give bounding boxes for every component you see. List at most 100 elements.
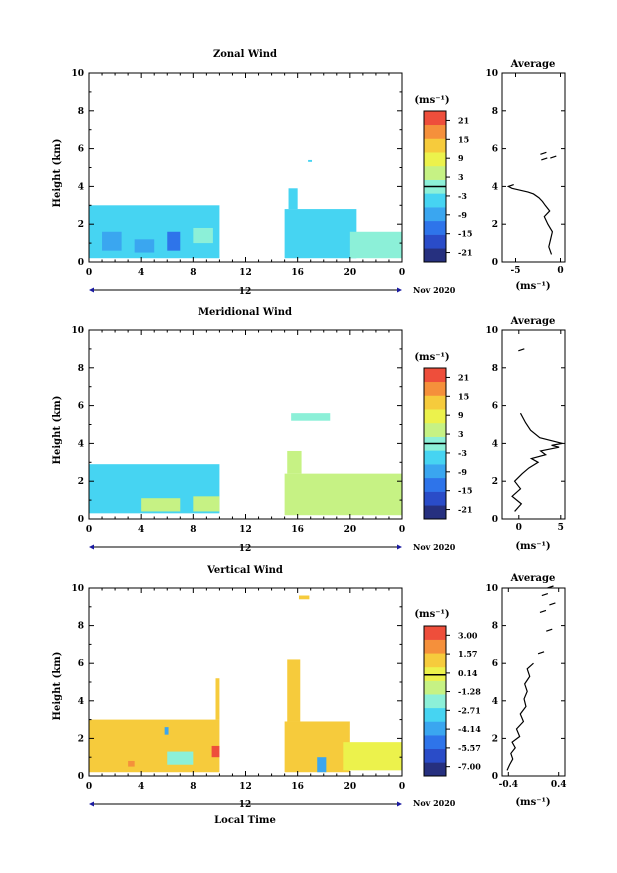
panel-title: Zonal Wind — [213, 49, 277, 60]
x-tick-label: 0 — [399, 782, 405, 792]
y-axis-label: Height (km) — [52, 652, 63, 721]
colorbar-segment — [424, 422, 446, 437]
x-tick-label: 0 — [86, 525, 92, 535]
y-tick-label: 10 — [71, 69, 84, 79]
y-tick-label: 4 — [78, 439, 84, 449]
profile-segment — [541, 157, 548, 161]
x-tick-label: 8 — [190, 782, 196, 792]
colorbar-segment — [424, 735, 446, 750]
colorbar-tick-label: 21 — [458, 115, 469, 125]
colorbar-segment — [424, 721, 446, 736]
profile-y-tick-label: 8 — [492, 622, 498, 632]
colorbar-segment — [424, 368, 446, 383]
data-cell — [141, 498, 181, 512]
profile-y-tick-label: 2 — [492, 220, 498, 230]
y-tick-label: 6 — [78, 402, 84, 412]
colorbar-unit-label: (ms⁻¹) — [414, 352, 449, 363]
profile-y-tick-label: 0 — [492, 772, 498, 782]
colorbar-segment — [424, 165, 446, 180]
data-cell — [128, 760, 135, 767]
profile-line — [506, 183, 554, 255]
date-label: Nov 2020 — [413, 798, 456, 808]
data-cell — [134, 239, 155, 253]
colorbar-tick-label: -15 — [458, 486, 472, 496]
colorbar-segment — [424, 220, 446, 235]
profile-line — [511, 412, 563, 512]
vertical-wind-panel: Vertical Wind Height (km) (ms⁻¹) 12 Nov … — [52, 565, 567, 826]
profile-x-label: (ms⁻¹) — [515, 281, 550, 292]
profile-frame — [501, 329, 566, 520]
y-tick-label: 6 — [78, 659, 84, 669]
data-cell — [288, 188, 298, 210]
data-cell — [287, 450, 302, 474]
profile-x-label: (ms⁻¹) — [515, 541, 550, 552]
zonal-wind-panel: Zonal Wind Height (km) (ms⁻¹) 12 Nov 202… — [52, 49, 566, 297]
profile-frame — [501, 587, 566, 777]
profile-y-tick-label: 4 — [492, 697, 498, 707]
y-tick-label: 2 — [78, 220, 84, 230]
x-tick-label: 4 — [138, 782, 144, 792]
profile-title: Average — [510, 316, 556, 327]
colorbar-segment — [424, 207, 446, 222]
colorbar-segment — [424, 111, 446, 126]
colorbar-tick-label: -2.71 — [458, 705, 481, 715]
colorbar-segment — [424, 193, 446, 208]
y-tick-label: 4 — [78, 182, 84, 192]
profile-y-tick-label: 10 — [485, 584, 498, 594]
panel-title: Meridional Wind — [198, 307, 292, 318]
x-tick-label: 0 — [86, 268, 92, 278]
y-tick-label: 0 — [78, 258, 84, 268]
profile-y-tick-label: 10 — [485, 326, 498, 336]
y-tick-label: 4 — [78, 697, 84, 707]
profile-segment — [549, 602, 556, 606]
colorbar-tick-label: -4.14 — [458, 724, 481, 734]
data-cell — [211, 745, 220, 758]
data-cell — [298, 595, 310, 600]
colorbar-segment — [424, 694, 446, 709]
y-axis-label: Height (km) — [52, 139, 63, 208]
x-tick-label: 4 — [138, 268, 144, 278]
profile-y-tick-label: 6 — [492, 402, 498, 412]
profile-x-tick-label: 5 — [558, 523, 564, 533]
profile-y-tick-label: 0 — [492, 258, 498, 268]
x-tick-label: 20 — [344, 782, 357, 792]
profile-segment — [547, 585, 554, 589]
x-tick-label: 4 — [138, 525, 144, 535]
data-cell — [291, 413, 331, 421]
profile-line — [506, 662, 534, 771]
colorbar-segment — [424, 234, 446, 249]
y-tick-label: 2 — [78, 734, 84, 744]
profile-x-tick-label: 0 — [516, 523, 522, 533]
colorbar-tick-label: -3 — [458, 191, 467, 201]
x-tick-label: 12 — [239, 782, 252, 792]
date-label: Nov 2020 — [413, 542, 456, 552]
profile-y-tick-label: 6 — [492, 659, 498, 669]
profile-y-tick-label: 8 — [492, 364, 498, 374]
data-cell — [308, 159, 313, 162]
profile-x-tick-label: 0.4 — [551, 780, 567, 790]
data-cell — [317, 757, 327, 773]
profile-y-tick-label: 8 — [492, 107, 498, 117]
colorbar-frame — [423, 625, 447, 777]
x-tick-label: 16 — [291, 782, 304, 792]
colorbar-segment — [424, 248, 446, 263]
colorbar-segment — [424, 464, 446, 479]
data-cell — [284, 209, 357, 259]
colorbar-tick-label: -3 — [458, 448, 467, 458]
colorbar-tick-label: -7.00 — [458, 762, 481, 772]
data-cell — [287, 659, 301, 722]
colorbar-tick-label: -21 — [458, 505, 472, 515]
day-span-arrow-right — [397, 287, 402, 293]
colorbar-tick-label: -9 — [458, 467, 467, 477]
y-tick-label: 0 — [78, 515, 84, 525]
data-cell — [167, 231, 181, 251]
x-tick-label: 8 — [190, 268, 196, 278]
colorbar-segment — [424, 666, 446, 681]
colorbar-segment — [424, 152, 446, 167]
profile-y-tick-label: 0 — [492, 515, 498, 525]
y-tick-label: 10 — [71, 326, 84, 336]
x-tick-label: 0 — [86, 782, 92, 792]
colorbar-segment — [424, 653, 446, 668]
colorbar-tick-label: 3 — [458, 429, 464, 439]
